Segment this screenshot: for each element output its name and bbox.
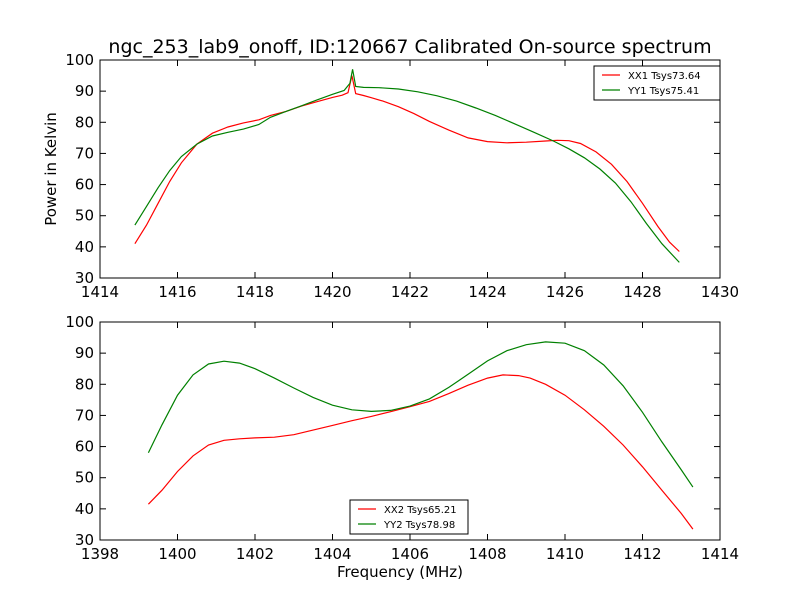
x-tick-label: 1398 xyxy=(81,545,119,563)
y-tick-label: 60 xyxy=(75,438,94,456)
x-tick-label: 1418 xyxy=(236,283,274,301)
y-tick-label: 50 xyxy=(75,207,94,225)
x-tick-label: 1402 xyxy=(236,545,274,563)
x-tick-label: 1414 xyxy=(701,545,739,563)
x-tick-label: 1428 xyxy=(623,283,661,301)
y-tick-label: 40 xyxy=(75,500,94,518)
y-tick-label: 70 xyxy=(75,406,94,424)
x-tick-label: 1406 xyxy=(391,545,429,563)
x-tick-label: 1400 xyxy=(158,545,196,563)
bottom-subplot: 1398 1400 1402 1404 1406 1408 1410 1412 1414 30 40… xyxy=(65,313,739,581)
y-tick-label: 80 xyxy=(75,113,94,131)
x-tick-label: 1426 xyxy=(546,283,584,301)
series-line-yy1 xyxy=(134,69,680,263)
legend-box xyxy=(349,499,469,535)
y-tick-label: 50 xyxy=(75,469,94,487)
y-tick-label: 100 xyxy=(65,51,94,69)
x-tick-label: 1410 xyxy=(546,545,584,563)
y-tick-label: 40 xyxy=(75,238,94,256)
x-tick-label: 1430 xyxy=(701,283,739,301)
legend-entry-label: XX1 Tsys73.64 xyxy=(628,71,701,82)
x-tick-label: 1412 xyxy=(623,545,661,563)
y-tick-label: 30 xyxy=(75,269,94,287)
legend: XX1 Tsys73.64 YY1 Tsys75.41 xyxy=(593,65,721,101)
y-axis-label: Power in Kelvin xyxy=(42,112,60,226)
x-tick-label: 1416 xyxy=(158,283,196,301)
x-tick-label: 1424 xyxy=(468,283,506,301)
x-tick-label: 1408 xyxy=(468,545,506,563)
legend: XX2 Tsys65.21 YY2 Tsys78.98 xyxy=(349,499,469,535)
x-tick-label: 1420 xyxy=(313,283,351,301)
y-tick-label: 80 xyxy=(75,375,94,393)
x-tick-label: 1422 xyxy=(391,283,429,301)
series-line-xx1 xyxy=(134,75,680,252)
top-subplot: 1414 1416 1418 1420 1422 1424 1426 1428 1430 30 40… xyxy=(42,51,739,301)
legend-entry-label: YY1 Tsys75.41 xyxy=(627,86,699,97)
y-tick-label: 90 xyxy=(75,344,94,362)
y-tick-label: 70 xyxy=(75,144,94,162)
x-tick-label: 1414 xyxy=(81,283,119,301)
y-tick-label: 30 xyxy=(75,531,94,549)
series-line-xx2 xyxy=(147,374,694,530)
legend-box xyxy=(593,65,721,101)
legend-entry-label: YY2 Tsys78.98 xyxy=(383,520,455,531)
y-tick-label: 60 xyxy=(75,176,94,194)
series-line-yy2 xyxy=(147,341,694,488)
y-tick-label: 90 xyxy=(75,82,94,100)
figure-title: ngc_253_lab9_onoff, ID:120667 Calibrated… xyxy=(108,36,711,58)
legend-entry-label: XX2 Tsys65.21 xyxy=(384,505,457,516)
y-tick-label: 100 xyxy=(65,313,94,331)
x-axis-label: Frequency (MHz) xyxy=(337,563,463,581)
x-tick-label: 1404 xyxy=(313,545,351,563)
